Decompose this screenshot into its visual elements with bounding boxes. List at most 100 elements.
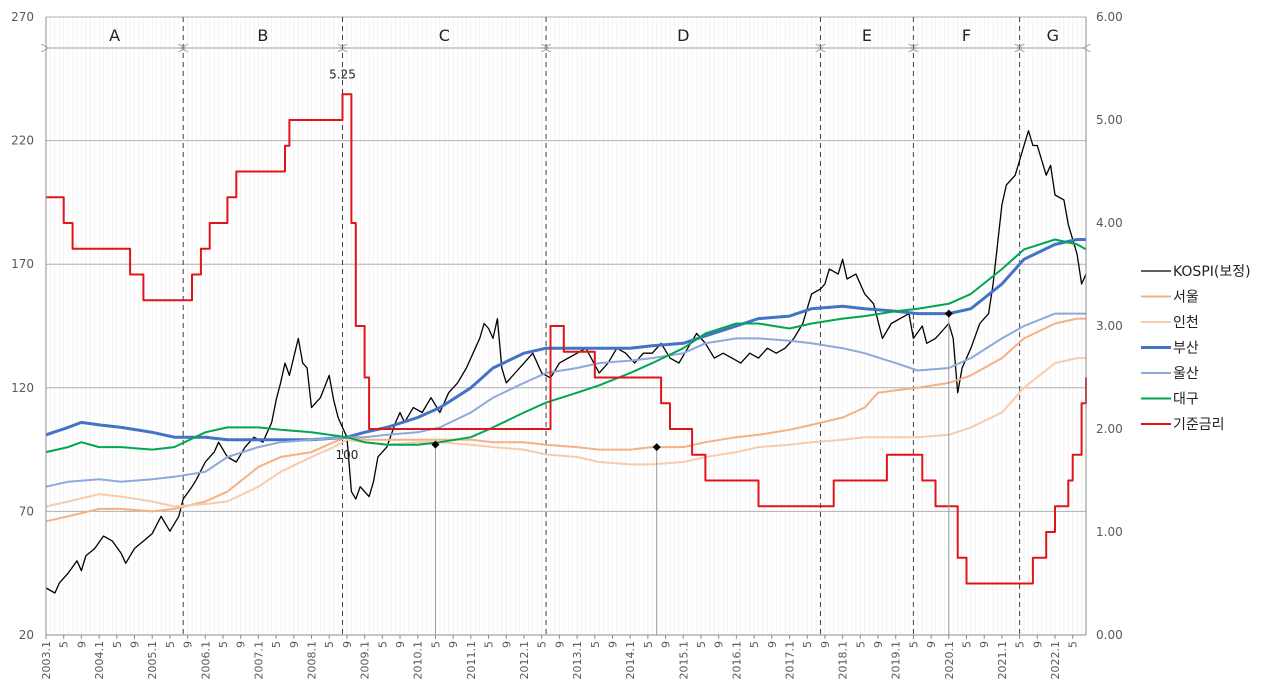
legend-label: 서울 <box>1173 290 1199 306</box>
x-tick-label: 2004.1 <box>93 641 106 680</box>
x-tick-label: 2020.1 <box>943 641 956 680</box>
x-tick-label: 5 <box>961 641 974 648</box>
x-tick-label: 2007.1 <box>252 641 265 680</box>
x-tick-label: 9 <box>182 641 195 648</box>
period-label: C <box>439 26 450 45</box>
axes: 20 70 120 170 220 270 0.00 1.00 2.00 3.00 4.00 5.00… <box>11 10 1123 680</box>
y-left-tick-label: 120 <box>11 381 34 395</box>
x-tick-label: 5 <box>695 641 708 648</box>
x-tick-label: 9 <box>766 641 779 648</box>
x-tick-label: 2018.1 <box>837 641 850 680</box>
x-tick-label: 9 <box>925 641 938 648</box>
y-left-tick-label: 20 <box>19 628 34 642</box>
diamond-marker <box>431 440 440 449</box>
x-tick-label: 9 <box>713 641 726 648</box>
y-right-tick-label: 4.00 <box>1096 216 1123 230</box>
x-tick-label: 9 <box>872 641 885 648</box>
x-tick-label: 2006.1 <box>199 641 212 680</box>
x-tick-label: 2005.1 <box>146 641 159 680</box>
x-tick-label: 2019.1 <box>890 641 903 680</box>
x-tick-label: 2008.1 <box>306 641 319 680</box>
x-tick-label: 5 <box>589 641 602 648</box>
markers: 5.25 100 <box>329 67 953 635</box>
x-tick-label: 9 <box>394 641 407 648</box>
x-tick-label: 5 <box>429 641 442 648</box>
x-tick-label: 2010.1 <box>412 641 425 680</box>
period-label: B <box>257 26 268 45</box>
y-right-tick-label: 6.00 <box>1096 10 1123 24</box>
legend-label: KOSPI(보정) <box>1173 264 1251 280</box>
x-tick-label: 9 <box>978 641 991 648</box>
diamond-marker <box>944 309 953 318</box>
series-line <box>45 130 1087 594</box>
x-tick-label: 5 <box>270 641 283 648</box>
x-tick-label: 9 <box>341 641 354 648</box>
y-right-tick-label: 3.00 <box>1096 319 1123 333</box>
x-tick-label: 5 <box>801 641 814 648</box>
x-tick-label: 2009.1 <box>359 641 372 680</box>
x-tick-label: 2011.1 <box>465 641 478 680</box>
x-tick-label: 9 <box>447 641 460 648</box>
legend-label: 울산 <box>1173 366 1199 382</box>
x-tick-label: 2012.1 <box>518 641 531 680</box>
x-tick-label: 5 <box>748 641 761 648</box>
x-tick-label: 9 <box>819 641 832 648</box>
x-tick-label: 5 <box>111 641 124 648</box>
series-line <box>45 238 1087 454</box>
x-tick-label: 2015.1 <box>677 641 690 680</box>
period-label: F <box>962 26 971 45</box>
x-tick-label: 9 <box>553 641 566 648</box>
x-tick-label: 9 <box>75 641 88 648</box>
x-tick-label: 9 <box>500 641 513 648</box>
period-label: D <box>677 26 689 45</box>
x-tick-label: 2013.1 <box>571 641 584 680</box>
x-tick-label: 5 <box>1067 641 1080 648</box>
x-tick-label: 5 <box>536 641 549 648</box>
data-annotation: 5.25 <box>329 67 356 81</box>
grid <box>45 16 1087 635</box>
series-line <box>45 317 1086 523</box>
x-tick-label: 5 <box>854 641 867 648</box>
x-tick-label: 5 <box>907 641 920 648</box>
y-left-tick-label: 170 <box>11 257 34 271</box>
x-tick-label: 9 <box>660 641 673 648</box>
x-tick-label: 5 <box>376 641 389 648</box>
series-line <box>45 312 1086 488</box>
x-tick-label: 9 <box>129 641 142 648</box>
y-left-tick-label: 70 <box>19 504 34 518</box>
x-tick-label: 9 <box>235 641 248 648</box>
y-left-tick-label: 220 <box>11 134 34 148</box>
x-tick-label: 5 <box>217 641 230 648</box>
x-tick-label: 9 <box>606 641 619 648</box>
x-tick-label: 5 <box>58 641 71 648</box>
period-label: A <box>109 26 120 45</box>
period-bands: A B C D E F G <box>49 17 1083 635</box>
series-line <box>46 93 1087 585</box>
y-right-tick-label: 5.00 <box>1096 113 1123 127</box>
y-right-tick-label: 2.00 <box>1096 422 1123 436</box>
legend-label: 인천 <box>1173 315 1199 331</box>
y-left-tick-label: 270 <box>11 10 34 24</box>
y-right-tick-label: 1.00 <box>1096 525 1123 539</box>
legend-label: 대구 <box>1173 392 1199 408</box>
diamond-marker <box>652 443 661 452</box>
x-tick-label: 5 <box>164 641 177 648</box>
x-tick-label: 9 <box>1031 641 1044 648</box>
legend-label: 기준금리 <box>1173 417 1225 433</box>
period-label: G <box>1047 26 1059 45</box>
x-tick-label: 2003.1 <box>40 641 53 680</box>
x-tick-label: 2021.1 <box>996 641 1009 680</box>
x-tick-label: 5 <box>1014 641 1027 648</box>
x-tick-label: 2014.1 <box>624 641 637 680</box>
series-line <box>45 238 1086 442</box>
x-tick-label: 2022.1 <box>1049 641 1062 680</box>
x-tick-label: 9 <box>288 641 301 648</box>
series-line <box>45 357 1086 508</box>
x-tick-label: 5 <box>642 641 655 648</box>
data-annotation: 100 <box>335 448 358 462</box>
x-tick-label: 5 <box>483 641 496 648</box>
x-tick-label: 2017.1 <box>783 641 796 680</box>
period-label: E <box>862 26 872 45</box>
